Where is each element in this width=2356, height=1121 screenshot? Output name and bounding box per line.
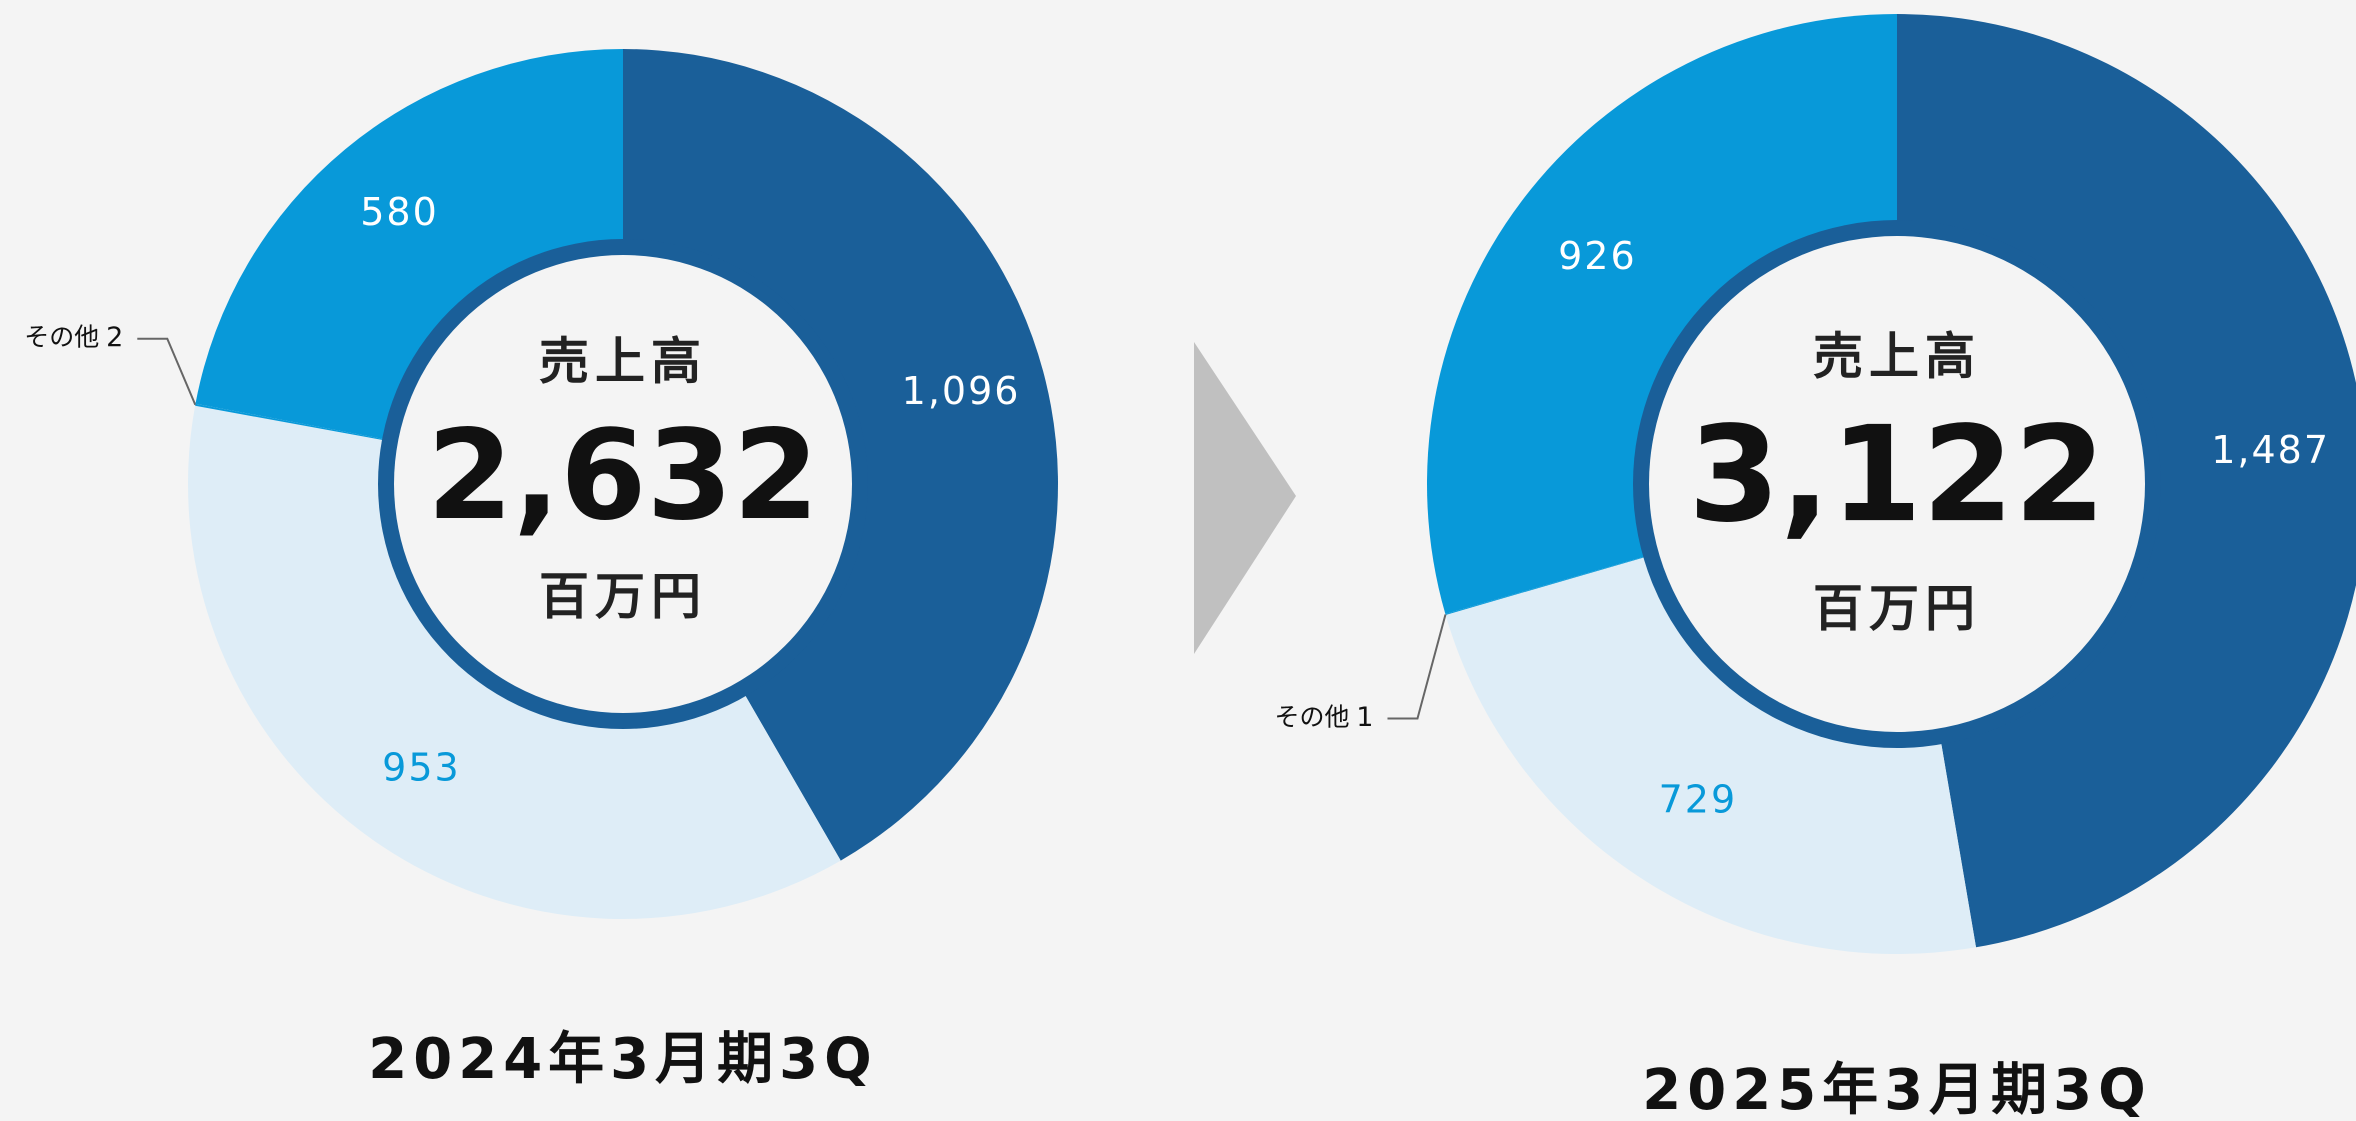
center-total: 3,122: [1688, 398, 2106, 552]
center-title: 売上高: [1813, 328, 1981, 386]
value-label: 2: [106, 322, 123, 353]
center: [394, 255, 852, 713]
center: [1649, 236, 2145, 732]
center-unit: 百万円: [1813, 580, 1981, 638]
leader-line: [137, 337, 197, 406]
period-label: 2025年3月期3Q: [1642, 1058, 2151, 1121]
value-label: 1,096: [902, 369, 1021, 413]
leader-line: [1387, 614, 1447, 720]
value-label: 953: [382, 746, 461, 790]
value-label: 580: [360, 190, 439, 234]
center-unit: 百万円: [539, 568, 707, 626]
value-label: 926: [1558, 234, 1637, 278]
value-label: 729: [1659, 777, 1738, 821]
value-label: 1,487: [2211, 428, 2330, 472]
center-total: 2,632: [427, 404, 819, 548]
category-label: その他: [1274, 703, 1349, 732]
arrow: [1194, 342, 1296, 654]
period-label: 2024年3月期3Q: [368, 1027, 877, 1092]
center-title: 売上高: [539, 333, 707, 391]
value-label: 1: [1356, 702, 1373, 733]
category-label: その他: [24, 323, 99, 352]
